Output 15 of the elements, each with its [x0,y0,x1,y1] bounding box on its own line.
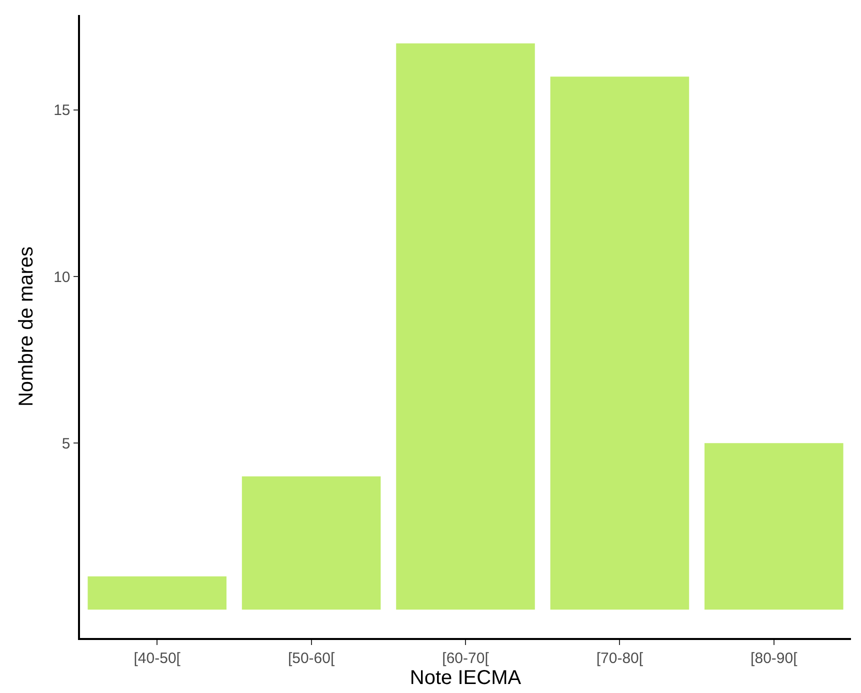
x-tick-label: [70-80[ [596,650,644,667]
x-tick-label: [50-60[ [288,650,336,667]
y-tick-label: 10 [54,268,70,286]
y-tick-label: 15 [54,102,70,120]
x-tick-label: [40-50[ [134,650,182,667]
bar [704,443,844,610]
bar [242,476,381,610]
y-axis-title: Nombre de mares [16,246,38,407]
x-tick-label: [80-90[ [750,650,798,667]
y-tick-label: 5 [62,435,70,452]
bar [396,43,535,610]
bar [88,576,226,610]
bar [550,76,690,610]
x-tick-label: [60-70[ [442,650,490,667]
x-axis-title: Note IECMA [410,666,522,689]
